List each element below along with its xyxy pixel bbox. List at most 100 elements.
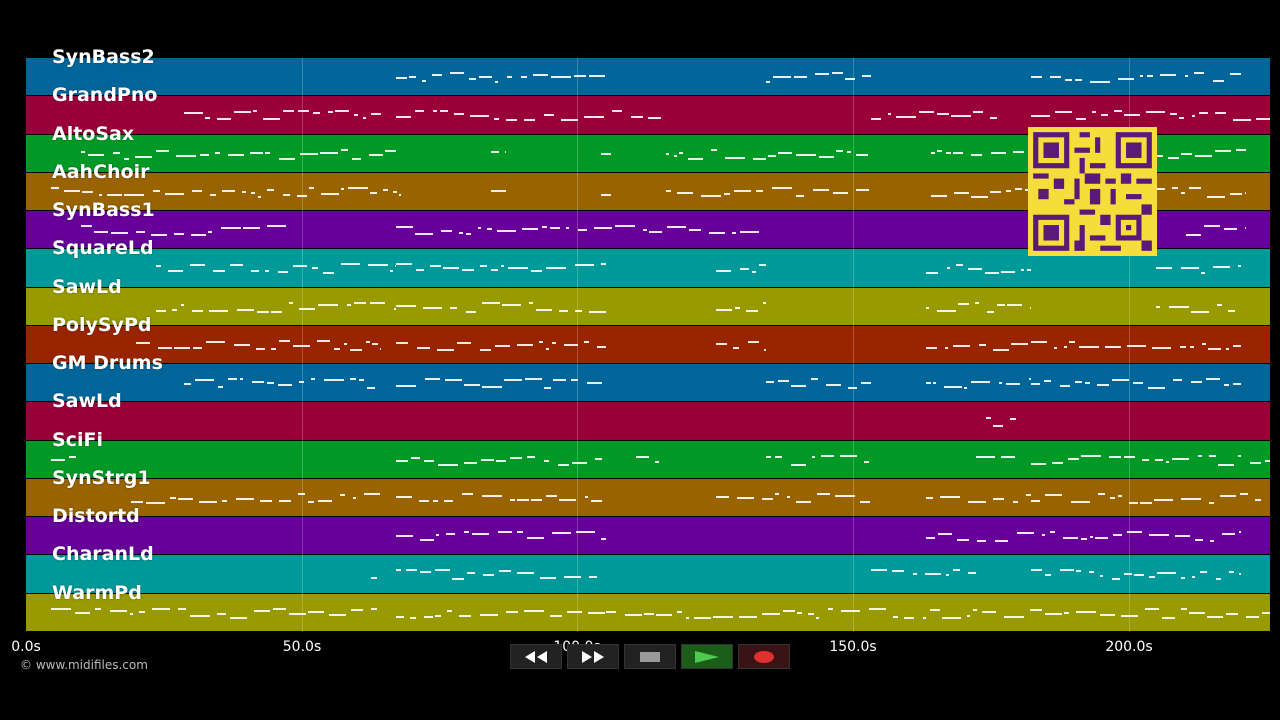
note — [764, 349, 766, 351]
track-lane[interactable] — [26, 58, 1270, 95]
note — [1179, 117, 1184, 119]
note — [1001, 456, 1015, 458]
note — [1075, 79, 1082, 81]
note — [701, 195, 721, 197]
note — [131, 501, 143, 503]
note — [234, 344, 250, 346]
note — [567, 611, 582, 613]
rewind-button[interactable] — [510, 644, 562, 669]
note — [289, 613, 306, 615]
note — [979, 344, 986, 346]
note — [1100, 614, 1115, 616]
note — [1045, 574, 1051, 576]
note — [931, 152, 935, 154]
track-lane[interactable] — [26, 555, 1270, 593]
note — [982, 611, 996, 613]
note — [482, 386, 502, 388]
note — [444, 500, 453, 502]
note — [584, 116, 604, 118]
note — [1065, 79, 1072, 81]
note — [947, 267, 950, 269]
note — [797, 612, 802, 614]
note — [1112, 578, 1120, 580]
note — [938, 533, 952, 535]
note — [230, 264, 243, 266]
note — [558, 464, 569, 466]
note — [419, 500, 429, 502]
note — [536, 309, 552, 311]
note — [416, 269, 424, 271]
note — [396, 342, 408, 344]
note — [1229, 571, 1234, 573]
note — [1015, 188, 1022, 190]
note — [136, 231, 145, 233]
stop-button[interactable] — [624, 644, 676, 669]
note — [1054, 347, 1057, 349]
note — [819, 156, 834, 158]
note — [1189, 187, 1201, 189]
note — [1060, 385, 1070, 387]
note — [926, 307, 929, 309]
track-label: SciFi — [52, 429, 103, 451]
note — [81, 225, 92, 227]
note — [589, 75, 605, 77]
note — [369, 154, 383, 156]
note — [309, 187, 314, 189]
track-lane[interactable] — [26, 479, 1270, 516]
note — [716, 270, 731, 272]
note — [499, 570, 511, 572]
track-lane[interactable] — [26, 364, 1270, 401]
note — [1007, 304, 1022, 306]
record-button[interactable] — [738, 644, 790, 669]
note — [445, 379, 462, 381]
note — [480, 265, 487, 267]
note — [1160, 74, 1176, 76]
note — [1189, 612, 1205, 614]
note — [265, 270, 269, 272]
note — [1210, 540, 1214, 542]
qr-code-image — [1028, 127, 1157, 256]
note — [737, 497, 754, 499]
note — [559, 310, 568, 312]
note — [184, 383, 191, 385]
note — [251, 270, 259, 272]
note — [395, 265, 396, 267]
track-lane[interactable] — [26, 326, 1270, 363]
track-lane[interactable] — [26, 594, 1270, 631]
note — [436, 534, 439, 536]
note — [1069, 341, 1075, 343]
note — [636, 456, 649, 458]
note — [318, 500, 332, 502]
note — [496, 460, 506, 462]
note — [300, 153, 318, 155]
track-lane[interactable] — [26, 288, 1270, 325]
track-lane[interactable] — [26, 517, 1270, 554]
note — [423, 307, 442, 309]
track-lane[interactable] — [26, 441, 1270, 478]
note — [1140, 75, 1143, 77]
note — [606, 611, 616, 613]
note — [999, 382, 1002, 384]
note — [354, 302, 366, 304]
play-button[interactable] — [681, 644, 733, 669]
note — [253, 110, 257, 112]
note — [847, 151, 851, 153]
note — [1195, 539, 1203, 541]
note — [1075, 381, 1082, 383]
note — [987, 311, 994, 313]
track-lane[interactable] — [26, 402, 1270, 440]
note — [271, 311, 282, 313]
note — [497, 230, 516, 232]
note — [422, 80, 426, 82]
note — [1029, 378, 1031, 380]
fast-forward-button[interactable] — [567, 644, 619, 669]
note — [344, 343, 347, 345]
track-label: PolySyPd — [52, 314, 152, 336]
note — [462, 493, 473, 495]
note — [953, 152, 963, 154]
note — [841, 610, 860, 612]
note — [1233, 119, 1251, 121]
note — [1204, 225, 1220, 227]
note — [612, 110, 622, 112]
note — [399, 194, 401, 196]
